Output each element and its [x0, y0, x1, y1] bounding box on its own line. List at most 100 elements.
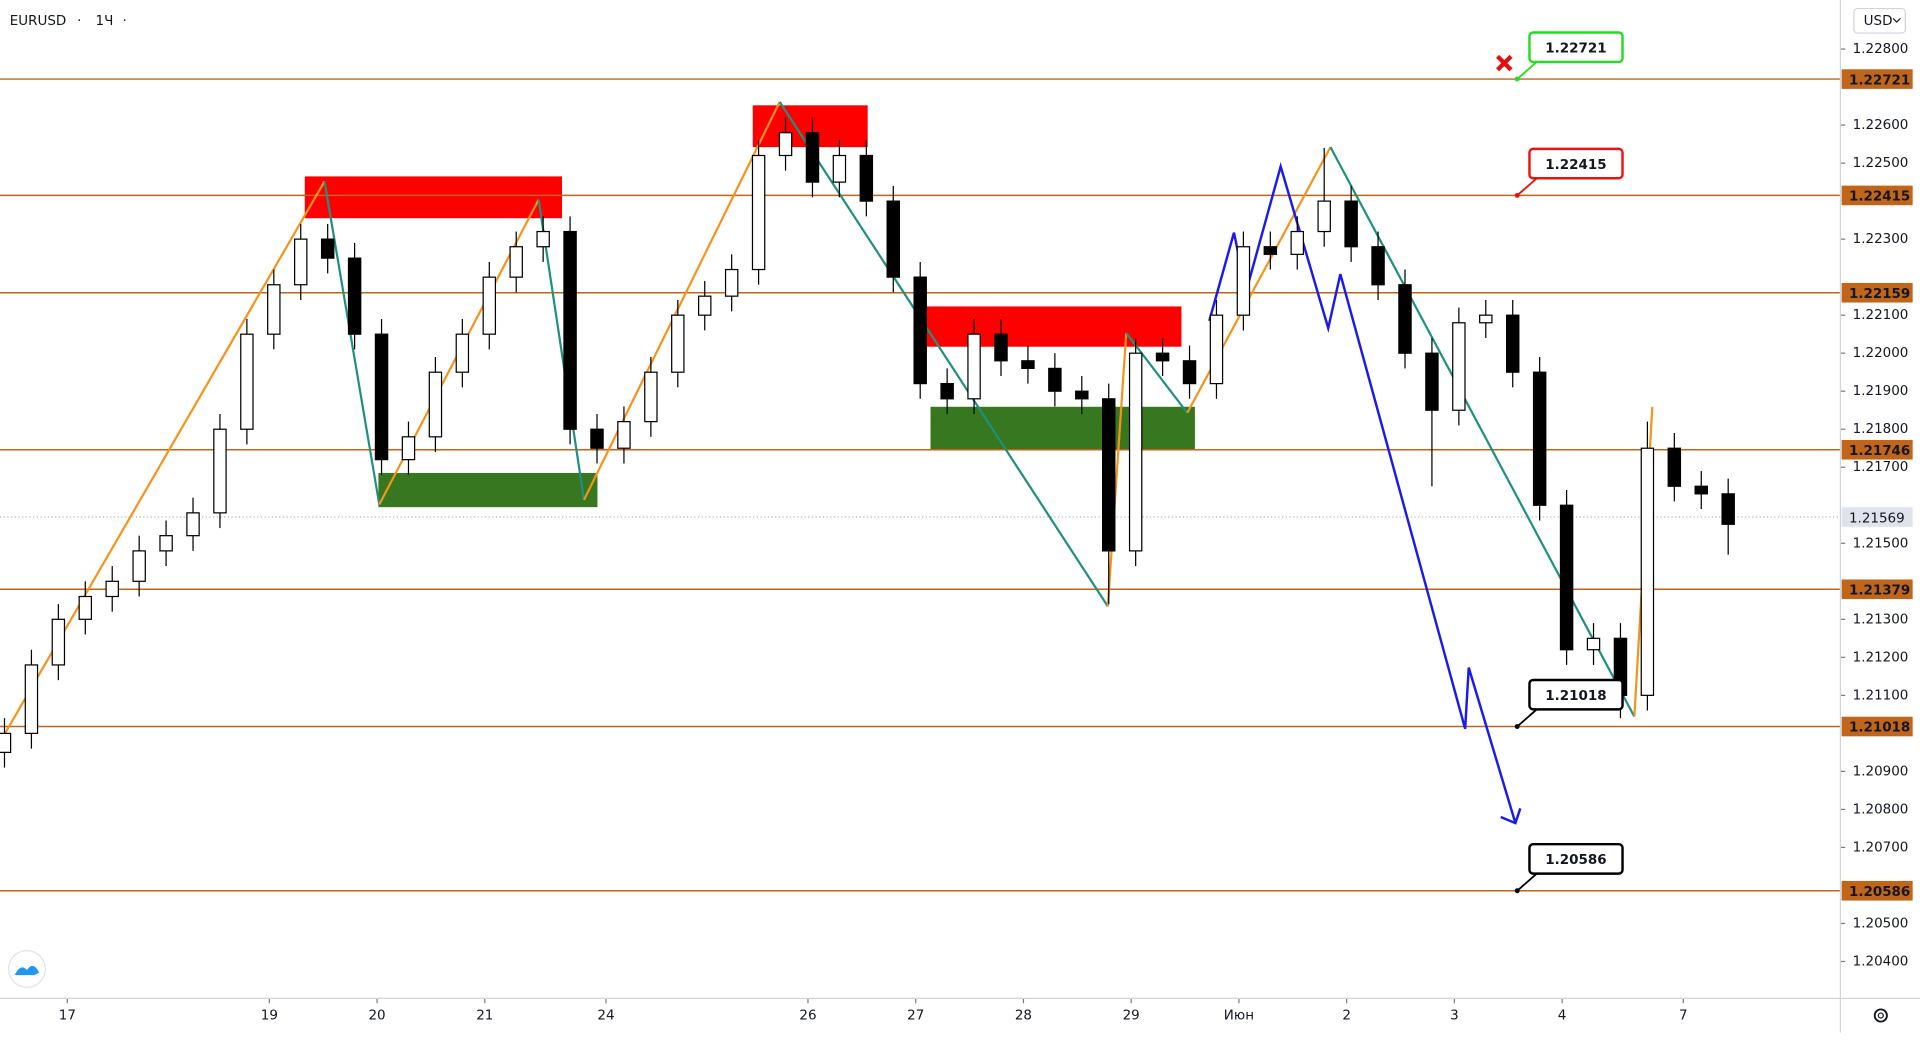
callout-label: 1.21018 — [1545, 688, 1606, 704]
candle-body — [1559, 504, 1574, 651]
last-price-label: 1.21569 — [1849, 510, 1905, 526]
candle-body — [698, 295, 712, 316]
settings-button[interactable] — [1873, 1008, 1888, 1023]
separator: · — [77, 13, 81, 29]
y-tick-label: 1.20500 — [1853, 915, 1909, 931]
candle-body — [482, 276, 497, 335]
candle-body — [1425, 352, 1439, 411]
level-tag — [1841, 880, 1913, 901]
candle-body — [428, 371, 443, 438]
candle-body — [994, 333, 1008, 362]
candle-body — [671, 314, 685, 373]
candle-body — [1128, 352, 1143, 552]
candle-body — [78, 595, 93, 620]
candle-body — [1532, 371, 1547, 506]
candle-body — [1209, 314, 1224, 385]
zone — [930, 406, 1195, 450]
callout-label: 1.22721 — [1545, 40, 1606, 56]
level-tag — [1841, 716, 1913, 737]
candle-body — [886, 200, 901, 278]
y-tick-label: 1.20400 — [1853, 953, 1909, 969]
candle-body — [1398, 284, 1412, 354]
candle-body — [967, 333, 981, 400]
zigzag-segment — [1106, 332, 1128, 607]
level-tag-label: 1.21746 — [1849, 443, 1910, 459]
x-tick-label: 7 — [1679, 1007, 1688, 1023]
candle-body — [1667, 447, 1682, 487]
logo-circle — [7, 949, 46, 988]
candle-body — [1505, 314, 1520, 373]
candle-body — [1075, 390, 1089, 400]
x-tick-label: 20 — [368, 1007, 385, 1023]
x-tick-label: Июн — [1224, 1007, 1254, 1023]
callout-anchor — [1514, 192, 1520, 198]
logo[interactable] — [7, 949, 46, 988]
candle-body — [455, 333, 470, 373]
candle-body — [240, 333, 254, 430]
x-tick-label: 26 — [799, 1007, 816, 1023]
gear-icon — [1873, 1008, 1888, 1023]
callout-box — [1528, 147, 1624, 180]
zigzag-segment — [1125, 332, 1189, 414]
candle-body — [1048, 367, 1062, 392]
x-tick-label: 19 — [261, 1007, 278, 1023]
y-tick-label: 1.22300 — [1853, 231, 1909, 247]
logo-mark — [14, 965, 40, 976]
candle-body — [347, 257, 362, 335]
callout-label: 1.22415 — [1545, 157, 1606, 173]
candle-layer — [0, 117, 1735, 768]
y-tick-label: 1.22600 — [1853, 117, 1909, 133]
x-tick-label: 21 — [476, 1007, 493, 1023]
y-tick-label: 1.22800 — [1853, 41, 1909, 57]
callout-box — [1528, 678, 1624, 711]
level-tag — [1841, 439, 1913, 460]
dropdown-caret — [1892, 17, 1901, 23]
callout-label: 1.20586 — [1545, 852, 1606, 868]
candle-body — [1586, 637, 1601, 651]
candle-body — [294, 238, 308, 286]
separator: · — [122, 13, 126, 29]
callout-box — [1528, 842, 1624, 875]
candle-body — [1236, 246, 1251, 316]
level-tag-label: 1.22159 — [1849, 286, 1910, 302]
currency-button[interactable]: USD — [1853, 7, 1906, 34]
candle-body — [859, 154, 874, 202]
y-tick-label: 1.20700 — [1853, 839, 1909, 855]
callout-anchor — [1514, 724, 1520, 729]
level-tag — [1841, 282, 1913, 303]
candle-body — [509, 246, 523, 278]
x-tick-label: 28 — [1015, 1007, 1032, 1023]
candle-body — [213, 428, 227, 514]
candle-body — [832, 154, 847, 183]
candle-body — [1694, 485, 1708, 495]
drawing-layer — [0, 78, 1841, 892]
candle-body — [1290, 230, 1304, 255]
y-tick-label: 1.20800 — [1853, 801, 1909, 817]
level-tag — [1841, 185, 1913, 206]
candle-body — [1721, 493, 1735, 525]
candle-body — [805, 132, 820, 183]
zone — [304, 176, 562, 219]
candle-body — [374, 333, 389, 461]
callout-pointer — [1516, 177, 1538, 197]
zigzag-segment — [778, 101, 1109, 607]
candle-body — [778, 132, 793, 157]
zone — [924, 306, 1182, 347]
zigzag-segment — [537, 199, 586, 501]
level-tag-label: 1.22415 — [1849, 189, 1910, 205]
y-tick-label: 1.21100 — [1853, 687, 1909, 703]
candle-body — [105, 580, 119, 598]
y-tick-label: 1.21300 — [1853, 611, 1909, 627]
zigzag-segment — [323, 181, 381, 505]
y-tick-label: 1.21900 — [1853, 383, 1909, 399]
candle-body — [186, 512, 200, 537]
y-tick-label: 1.21700 — [1853, 459, 1909, 475]
interval: 1Ч — [96, 13, 114, 29]
x-tick-label: 17 — [59, 1007, 76, 1023]
candle-body — [51, 618, 66, 666]
symbol-header[interactable]: EURUSD · 1Ч · — [10, 13, 127, 29]
level-tag-label: 1.21379 — [1849, 583, 1910, 599]
candle-body — [724, 268, 739, 297]
callout-anchor — [1514, 76, 1520, 82]
